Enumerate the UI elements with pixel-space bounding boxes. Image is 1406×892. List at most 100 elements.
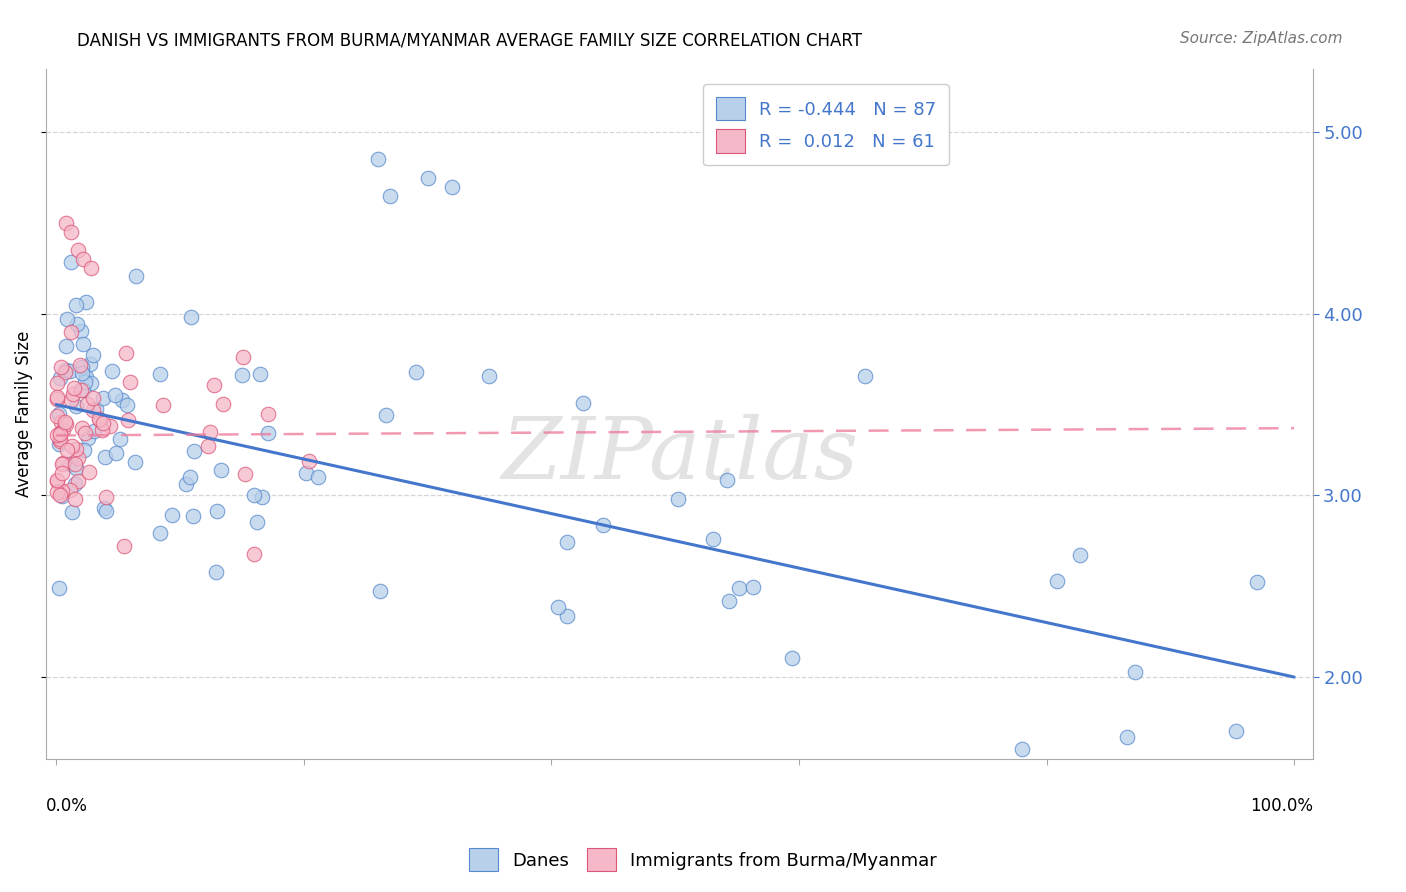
Point [63, 492, 86, 507]
Point [65, 442, 87, 457]
Point [380, 188, 402, 202]
Point [149, 368, 172, 382]
Point [183, 444, 205, 458]
Point [55, 363, 77, 377]
Point [416, 170, 439, 185]
Point [1011, 742, 1033, 756]
Point [65, 298, 87, 312]
Point [233, 467, 256, 481]
Point [295, 467, 318, 481]
Point [59, 483, 82, 498]
Point [59, 364, 82, 378]
Point [93, 500, 115, 515]
Point [70, 421, 93, 435]
Point [104, 388, 127, 402]
Point [202, 378, 225, 392]
Point [98, 419, 121, 434]
Point [91, 391, 114, 405]
Point [63, 476, 86, 491]
Point [49, 360, 72, 375]
Point [727, 581, 749, 595]
Point [55, 417, 77, 432]
Point [243, 488, 266, 502]
Point [79, 357, 101, 371]
Point [232, 350, 254, 364]
Point [49, 426, 72, 441]
Point [46, 428, 69, 442]
Point [52, 456, 75, 470]
Point [51, 467, 73, 481]
Point [367, 153, 389, 167]
Point [72, 383, 94, 397]
Point [124, 455, 146, 469]
Point [53, 365, 76, 379]
Point [52, 423, 75, 437]
Text: DANISH VS IMMIGRANTS FROM BURMA/MYANMAR AVERAGE FAMILY SIZE CORRELATION CHART: DANISH VS IMMIGRANTS FROM BURMA/MYANMAR … [77, 31, 862, 49]
Point [246, 515, 269, 529]
Point [108, 432, 131, 446]
Point [55, 339, 77, 353]
Point [742, 580, 765, 594]
Point [75, 375, 97, 389]
Text: 0.0%: 0.0% [46, 797, 89, 814]
Point [56, 312, 79, 326]
Point [855, 368, 877, 383]
Point [80, 261, 103, 276]
Point [231, 368, 253, 382]
Point [76, 397, 98, 411]
Point [67, 474, 90, 488]
Point [114, 345, 136, 359]
Point [718, 594, 741, 608]
Point [1225, 724, 1247, 739]
Point [72, 252, 94, 267]
Point [59, 325, 82, 339]
Point [72, 337, 94, 351]
Point [82, 348, 104, 362]
Point [77, 431, 100, 445]
Point [115, 398, 138, 412]
Point [197, 439, 219, 453]
Point [91, 416, 114, 430]
Point [46, 390, 69, 404]
Point [69, 358, 91, 372]
Point [59, 254, 82, 268]
Point [70, 360, 93, 375]
Legend: Danes, Immigrants from Burma/Myanmar: Danes, Immigrants from Burma/Myanmar [461, 841, 945, 879]
Point [441, 179, 464, 194]
Point [212, 397, 235, 411]
Point [59, 225, 82, 239]
Point [79, 376, 101, 391]
Point [257, 408, 280, 422]
Point [101, 363, 124, 377]
Point [149, 526, 172, 541]
Point [67, 243, 90, 257]
Point [249, 367, 271, 381]
Point [63, 457, 86, 471]
Point [125, 269, 148, 284]
Point [592, 517, 614, 532]
Point [82, 392, 104, 406]
Point [51, 489, 73, 503]
Text: Source: ZipAtlas.com: Source: ZipAtlas.com [1180, 31, 1343, 46]
Point [211, 462, 233, 476]
Point [82, 403, 104, 417]
Point [48, 371, 70, 385]
Point [60, 392, 83, 407]
Point [89, 413, 111, 427]
Point [49, 487, 72, 501]
Point [1116, 730, 1139, 744]
Point [49, 432, 72, 446]
Point [96, 490, 118, 504]
Point [105, 446, 128, 460]
Point [62, 381, 84, 395]
Point [179, 470, 201, 484]
Point [48, 437, 70, 451]
Point [307, 470, 329, 484]
Point [87, 412, 110, 426]
Point [780, 651, 803, 665]
Point [180, 310, 202, 325]
Point [555, 608, 578, 623]
Point [46, 485, 69, 500]
Point [256, 425, 278, 440]
Text: ZIPatlas: ZIPatlas [501, 414, 858, 497]
